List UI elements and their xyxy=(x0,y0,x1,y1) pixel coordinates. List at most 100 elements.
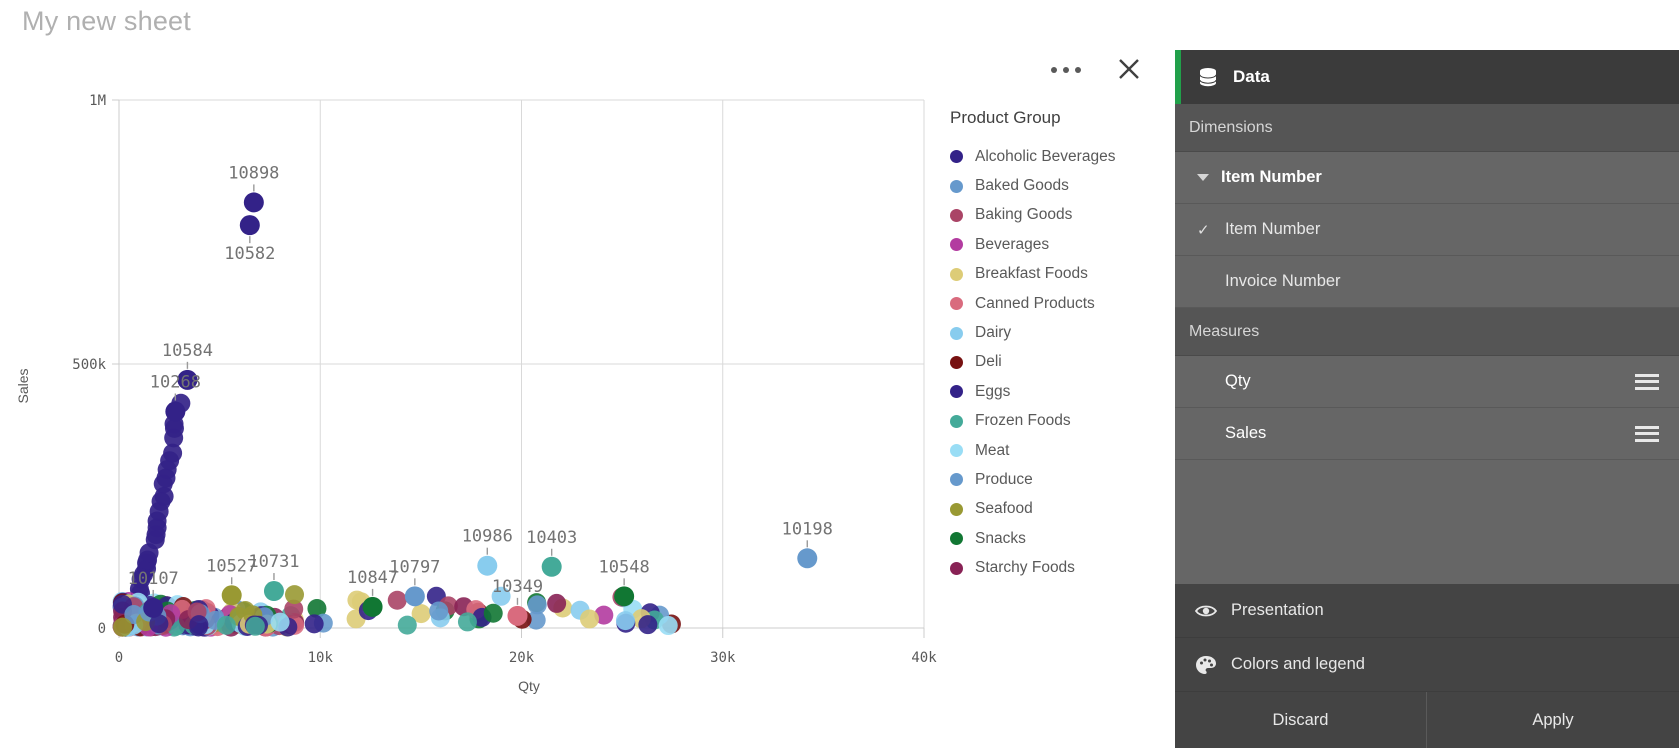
legend-item[interactable]: Alcoholic Beverages xyxy=(950,142,1175,171)
legend-item[interactable]: Meat xyxy=(950,436,1175,465)
legend-color-swatch xyxy=(950,208,963,222)
chart-gridlines xyxy=(119,99,925,628)
legend-item-label: Beverages xyxy=(975,235,1050,253)
panel-title: Data xyxy=(1233,67,1270,86)
panel-header: Data xyxy=(1175,50,1679,104)
x-tick-label: 20k xyxy=(509,650,535,666)
point-label: 10349 xyxy=(492,577,543,597)
legend-item[interactable]: Seafood xyxy=(950,495,1175,524)
point-label: 10797 xyxy=(389,557,440,577)
legend-color-swatch xyxy=(950,502,963,516)
point-label: 10582 xyxy=(224,244,275,264)
legend-item[interactable]: Baked Goods xyxy=(950,171,1175,200)
point-label: 10731 xyxy=(248,552,299,572)
panel-option-colors-and-legend[interactable]: Colors and legend xyxy=(1175,638,1679,692)
discard-button[interactable]: Discard xyxy=(1175,692,1427,748)
legend-color-swatch xyxy=(950,267,963,281)
legend-color-swatch xyxy=(950,385,963,399)
dimension-field-item-number[interactable]: ✓ Item Number xyxy=(1175,204,1679,256)
legend-item-label: Breakfast Foods xyxy=(975,265,1088,283)
legend-item[interactable]: Canned Products xyxy=(950,289,1175,318)
more-options-icon[interactable] xyxy=(1042,56,1090,84)
x-axis-title: Qty xyxy=(518,678,540,694)
x-tick-label: 10k xyxy=(308,650,334,666)
hamburger-icon[interactable] xyxy=(1635,373,1659,390)
legend-item-label: Seafood xyxy=(975,500,1033,518)
legend-item[interactable]: Snacks xyxy=(950,524,1175,553)
legend-item[interactable]: Eggs xyxy=(950,377,1175,406)
chart-toolbar xyxy=(1020,48,1160,90)
y-tick-label: 0 xyxy=(98,621,106,637)
dimension-group-label: Item Number xyxy=(1221,168,1322,186)
panel-option-presentation[interactable]: Presentation xyxy=(1175,584,1679,638)
panel-option-label: Presentation xyxy=(1231,601,1324,619)
y-tick-label: 500k xyxy=(72,357,106,373)
database-icon xyxy=(1197,66,1219,88)
measures-section-header: Measures xyxy=(1175,308,1679,356)
legend-color-swatch xyxy=(950,150,963,164)
apply-button[interactable]: Apply xyxy=(1532,710,1574,729)
dimensions-section-header: Dimensions xyxy=(1175,104,1679,152)
panel-footer: Discard Apply xyxy=(1175,692,1679,748)
measure-label: Qty xyxy=(1225,372,1251,390)
legend-item-label: Deli xyxy=(975,353,1002,371)
point-label: 10198 xyxy=(782,519,833,539)
legend-item[interactable]: Breakfast Foods xyxy=(950,260,1175,289)
legend-color-swatch xyxy=(950,297,963,311)
legend-item-label: Frozen Foods xyxy=(975,412,1071,430)
legend-item[interactable]: Beverages xyxy=(950,230,1175,259)
point-label: 10584 xyxy=(162,341,213,361)
x-tick-label: 40k xyxy=(911,650,937,666)
legend-color-swatch xyxy=(950,179,963,193)
legend-color-swatch xyxy=(950,326,963,340)
measure-row-qty[interactable]: Qty xyxy=(1175,356,1679,408)
legend-item[interactable]: Deli xyxy=(950,348,1175,377)
legend-item[interactable]: Dairy xyxy=(950,318,1175,347)
measure-row-sales[interactable]: Sales xyxy=(1175,408,1679,460)
chart-points xyxy=(112,192,818,637)
scatter-chart[interactable]: 10898 10582 10584 10268 10107 10527 10731 10847… xyxy=(0,86,1175,706)
point-label: 10107 xyxy=(128,569,179,589)
properties-panel: Data Dimensions Item Number ✓ Item Numbe… xyxy=(1175,50,1679,748)
legend-item-label: Dairy xyxy=(975,324,1012,342)
dimension-group-item-number[interactable]: Item Number xyxy=(1175,152,1679,204)
x-tick-label: 0 xyxy=(115,650,123,666)
legend-rows: Alcoholic Beverages Baked Goods Baking Goo… xyxy=(950,142,1175,583)
point-label: 10403 xyxy=(526,528,577,548)
legend-title: Product Group xyxy=(950,108,1061,127)
legend-color-swatch xyxy=(950,532,963,546)
check-icon: ✓ xyxy=(1197,221,1210,239)
legend-item-label: Eggs xyxy=(975,382,1011,400)
point-label: 10986 xyxy=(462,527,513,547)
legend-color-swatch xyxy=(950,473,963,487)
close-icon[interactable] xyxy=(1112,52,1146,86)
legend-item-label: Baked Goods xyxy=(975,177,1069,195)
legend-item[interactable]: Frozen Foods xyxy=(950,407,1175,436)
panel-empty-space xyxy=(1175,460,1679,584)
legend-item-label: Meat xyxy=(975,441,1010,459)
eye-icon xyxy=(1195,603,1217,619)
hamburger-icon[interactable] xyxy=(1635,425,1659,442)
dimension-field-invoice-number[interactable]: Invoice Number xyxy=(1175,256,1679,308)
y-tick-label: 1M xyxy=(89,93,106,109)
point-label: 10268 xyxy=(150,373,201,393)
chart-legend: Product Group Alcoholic Beverages Baked G… xyxy=(950,108,1175,583)
dimensions-label: Dimensions xyxy=(1189,118,1273,136)
legend-item-label: Canned Products xyxy=(975,294,1095,312)
legend-item[interactable]: Starchy Foods xyxy=(950,553,1175,582)
x-tick-label: 30k xyxy=(710,650,736,666)
chevron-down-icon[interactable] xyxy=(1197,174,1209,181)
legend-color-swatch xyxy=(950,414,963,428)
legend-item[interactable]: Baking Goods xyxy=(950,201,1175,230)
legend-item[interactable]: Produce xyxy=(950,465,1175,494)
point-label: 10847 xyxy=(347,568,398,588)
legend-item-label: Produce xyxy=(975,470,1033,488)
legend-item-label: Alcoholic Beverages xyxy=(975,147,1116,165)
chart-tick-labels: 0 500k 1M 0 10k 20k 30k 40k xyxy=(72,93,937,666)
measures-label: Measures xyxy=(1189,322,1260,340)
dimension-field-label: Item Number xyxy=(1225,220,1321,238)
panel-option-label: Colors and legend xyxy=(1231,655,1365,673)
page-title: My new sheet xyxy=(22,6,191,36)
